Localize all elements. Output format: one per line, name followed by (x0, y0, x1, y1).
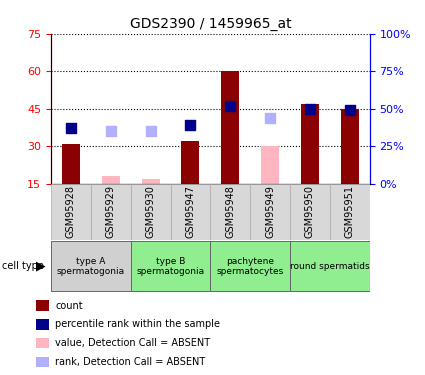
Point (306, 106, 313, 112)
Bar (36, 300, 49, 311)
Text: ▶: ▶ (36, 260, 46, 273)
Bar (210, 241, 290, 291)
Bar (330, 184, 370, 240)
Text: GSM95948: GSM95948 (225, 186, 235, 238)
Bar (91, 184, 131, 240)
Bar (36, 357, 49, 367)
Title: GDS2390 / 1459965_at: GDS2390 / 1459965_at (130, 17, 291, 32)
Bar (131, 184, 170, 240)
Text: type B
spermatogonia: type B spermatogonia (136, 256, 204, 276)
Text: GSM95951: GSM95951 (345, 185, 355, 238)
Text: GSM95930: GSM95930 (146, 186, 156, 238)
Point (68, 125, 74, 131)
Bar (62, 144, 80, 184)
Bar (51, 184, 91, 240)
Bar (36, 338, 49, 348)
Text: value, Detection Call = ABSENT: value, Detection Call = ABSENT (55, 338, 210, 348)
Bar (290, 184, 330, 240)
Text: round spermatids: round spermatids (290, 262, 370, 271)
Bar (51, 241, 131, 291)
Text: GSM95947: GSM95947 (185, 185, 196, 238)
Bar (170, 184, 210, 240)
Text: pachytene
spermatocytes: pachytene spermatocytes (217, 256, 284, 276)
Bar (221, 71, 239, 184)
Point (187, 122, 194, 128)
Text: GSM95928: GSM95928 (66, 185, 76, 238)
Text: percentile rank within the sample: percentile rank within the sample (55, 320, 220, 329)
Bar (261, 146, 279, 184)
Bar (102, 176, 120, 184)
Bar (341, 109, 359, 184)
Text: type A
spermatogonia: type A spermatogonia (57, 256, 125, 276)
Text: GSM95950: GSM95950 (305, 185, 315, 238)
Point (267, 115, 274, 121)
Bar (36, 319, 49, 330)
Point (147, 128, 154, 134)
Point (227, 103, 234, 109)
Point (346, 107, 353, 113)
Point (108, 128, 114, 134)
Text: rank, Detection Call = ABSENT: rank, Detection Call = ABSENT (55, 357, 205, 367)
Text: cell type: cell type (2, 261, 44, 271)
Text: count: count (55, 301, 82, 310)
Bar (181, 141, 199, 184)
Text: GSM95949: GSM95949 (265, 186, 275, 238)
Bar (142, 179, 159, 184)
Text: GSM95929: GSM95929 (106, 185, 116, 238)
Bar (210, 184, 250, 240)
Bar (131, 241, 210, 291)
Bar (301, 104, 319, 184)
Bar (250, 184, 290, 240)
Bar (290, 241, 370, 291)
